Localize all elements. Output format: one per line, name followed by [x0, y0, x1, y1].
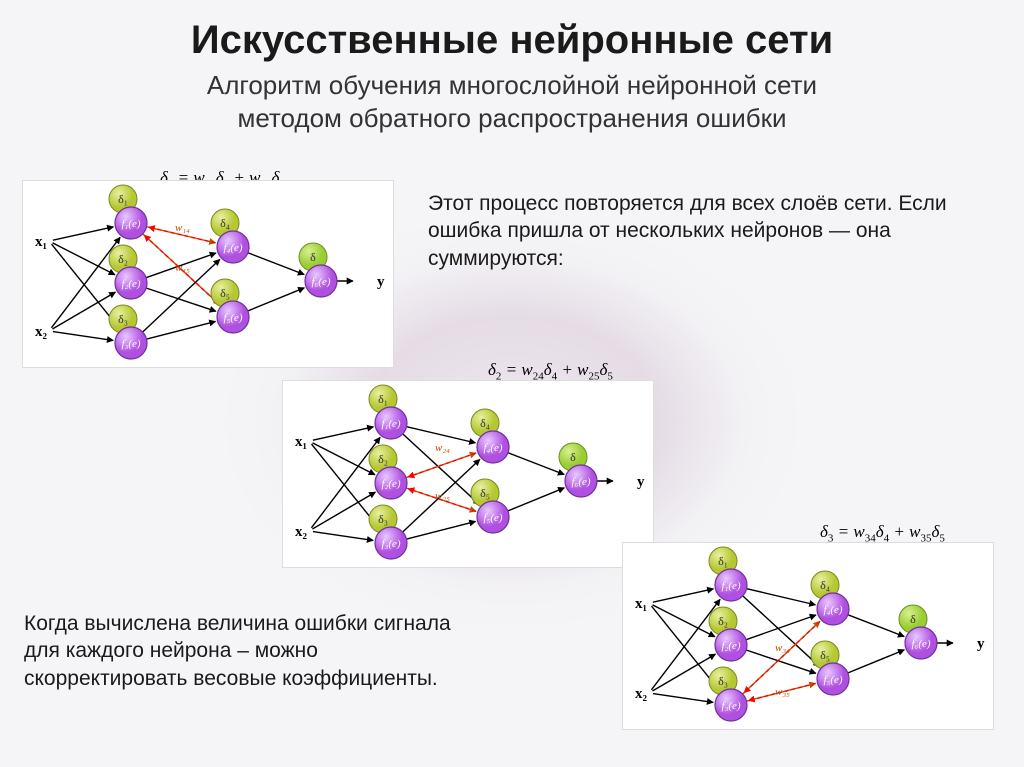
- svg-text:y: y: [637, 474, 645, 490]
- svg-text:x₂: x₂: [635, 686, 648, 702]
- svg-text:δ₁: δ₁: [378, 392, 388, 406]
- svg-text:δ₅: δ₅: [480, 486, 490, 500]
- svg-text:δ₄: δ₄: [480, 416, 490, 430]
- svg-text:δ₂: δ₂: [378, 452, 388, 466]
- svg-text:w₂₄: w₂₄: [435, 442, 450, 454]
- svg-text:x₁: x₁: [35, 234, 47, 250]
- svg-text:x₁: x₁: [635, 596, 647, 612]
- svg-text:δ: δ: [910, 612, 916, 626]
- svg-text:f₆(e): f₆(e): [571, 476, 590, 488]
- slide-content: Искусственные нейронные сети Алгоритм об…: [0, 0, 1024, 134]
- svg-text:w₃₄: w₃₄: [775, 642, 790, 654]
- svg-text:y: y: [977, 636, 985, 652]
- svg-text:f₅(e): f₅(e): [223, 312, 242, 324]
- svg-text:w₁₄: w₁₄: [175, 222, 190, 234]
- svg-text:f₂(e): f₂(e): [721, 640, 740, 652]
- svg-text:f₃(e): f₃(e): [381, 538, 400, 550]
- subtitle-line-2: методом обратного распространения ошибки: [237, 103, 786, 133]
- svg-text:δ: δ: [570, 450, 576, 464]
- slide-subtitle: Алгоритм обучения многослойной нейронной…: [0, 69, 1024, 134]
- svg-text:δ₃: δ₃: [118, 312, 128, 326]
- svg-text:x₂: x₂: [35, 324, 48, 340]
- svg-text:δ₄: δ₄: [820, 578, 830, 592]
- network-diagram-1: δ₁ δ₂ δ₃ f₁(e) f₂(e) f₃(e) δ₄ δ₅ f₄(e) f₅(e) δ f₆(e…: [22, 180, 394, 368]
- subtitle-line-1: Алгоритм обучения многослойной нейронной…: [207, 70, 817, 100]
- svg-text:δ₁: δ₁: [718, 554, 728, 568]
- svg-text:w₃₅: w₃₅: [775, 686, 790, 698]
- svg-text:f₁(e): f₁(e): [381, 418, 400, 430]
- svg-text:f₁(e): f₁(e): [121, 218, 140, 230]
- svg-text:δ₅: δ₅: [820, 648, 830, 662]
- svg-text:δ₅: δ₅: [220, 286, 230, 300]
- slide-title: Искусственные нейронные сети: [0, 0, 1024, 63]
- svg-text:f₄(e): f₄(e): [823, 604, 842, 616]
- svg-text:f₄(e): f₄(e): [223, 242, 242, 254]
- svg-text:f₂(e): f₂(e): [381, 478, 400, 490]
- svg-text:δ₁: δ₁: [118, 192, 128, 206]
- svg-text:f₃(e): f₃(e): [121, 338, 140, 350]
- svg-text:δ₃: δ₃: [718, 674, 728, 688]
- svg-text:δ₄: δ₄: [220, 216, 230, 230]
- svg-text:f₂(e): f₂(e): [121, 278, 140, 290]
- svg-text:δ₂: δ₂: [718, 614, 728, 628]
- network-diagram-3: δ₁ δ₂ δ₃ f₁(e) f₂(e) f₃(e) δ₄ δ₅ f₄(e) f₅(e) δ f₆(e…: [622, 542, 994, 730]
- svg-text:w₂₅: w₂₅: [435, 490, 450, 502]
- network-diagram-2: δ₁ δ₂ δ₃ f₁(e) f₂(e) f₃(e) δ₄ δ₅ f₄(e) f₅(e) δ f₆(e…: [282, 380, 654, 568]
- explanation-text-2: Когда вычислена величина ошибки сигнала …: [24, 610, 454, 692]
- svg-text:f₁(e): f₁(e): [721, 580, 740, 592]
- svg-text:δ: δ: [310, 250, 316, 264]
- explanation-text-1: Этот процесс повторяется для всех слоёв …: [428, 190, 988, 272]
- svg-text:δ₂: δ₂: [118, 252, 128, 266]
- svg-text:x₂: x₂: [295, 524, 308, 540]
- svg-text:y: y: [377, 274, 385, 290]
- svg-text:δ₃: δ₃: [378, 512, 388, 526]
- svg-text:x₁: x₁: [295, 434, 307, 450]
- svg-text:f₆(e): f₆(e): [911, 638, 930, 650]
- svg-text:f₅(e): f₅(e): [823, 674, 842, 686]
- svg-text:f₅(e): f₅(e): [483, 512, 502, 524]
- svg-text:f₄(e): f₄(e): [483, 442, 502, 454]
- svg-text:f₃(e): f₃(e): [721, 700, 740, 712]
- svg-text:f₆(e): f₆(e): [311, 276, 330, 288]
- svg-text:w₁₅: w₁₅: [175, 262, 190, 274]
